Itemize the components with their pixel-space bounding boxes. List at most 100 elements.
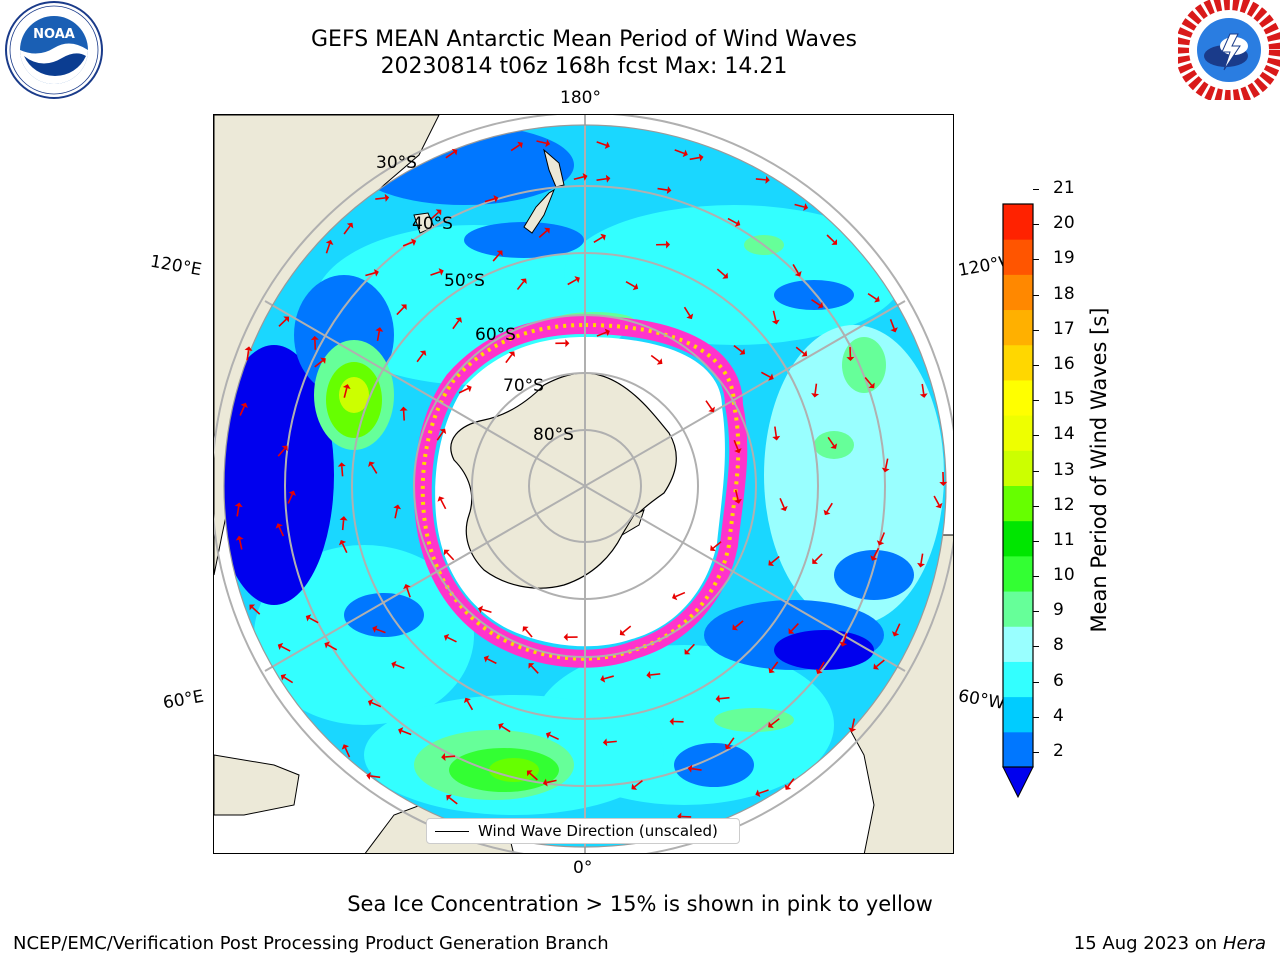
wind-wave-arrow-head [455, 317, 462, 323]
wind-wave-arrow-head [788, 628, 795, 634]
wind-wave-arrow-head [876, 540, 885, 546]
colorbar-tick-label: 10 [1053, 565, 1075, 586]
wind-wave-arrow-head [234, 502, 243, 508]
wind-wave-arrow-head [544, 227, 550, 234]
wind-wave-arrow-head [817, 301, 824, 309]
wind-wave-arrow-shaft [375, 197, 386, 200]
wind-wave-arrow-head [669, 717, 674, 726]
wind-wave-arrow-shaft [341, 543, 348, 554]
wind-wave-arrow-shaft [674, 149, 685, 155]
wind-wave-arrow-shaft [851, 718, 856, 729]
wind-wave-arrow-shaft [686, 643, 695, 653]
wind-wave-arrow-head [466, 384, 472, 393]
wind-wave-arrow-shaft [770, 555, 780, 564]
wind-wave-arrow-shaft [884, 458, 889, 469]
wind-wave-arrow-shaft [251, 606, 261, 615]
colorbar-band [1003, 626, 1033, 662]
wind-wave-arrow-shaft [933, 495, 940, 506]
wind-wave-arrow-head [632, 283, 639, 291]
wind-wave-arrow-shaft [691, 767, 702, 771]
footer-date-text: 15 Aug 2023 on [1073, 933, 1218, 954]
wind-wave-arrow-head [815, 668, 823, 675]
wind-wave-arrow-shaft [448, 797, 458, 805]
wind-wave-arrow-head [768, 667, 775, 674]
wind-wave-arrow-head [604, 328, 610, 337]
wind-wave-arrow-head [373, 268, 379, 277]
wind-wave-arrow-shaft [529, 772, 538, 781]
wind-wave-arrow-shaft [826, 502, 833, 513]
colorbar-tick-label: 19 [1053, 248, 1075, 269]
wind-wave-arrow-shaft [394, 508, 398, 519]
map-frame [213, 114, 954, 854]
wind-wave-arrow-shaft [770, 718, 780, 726]
wind-wave-arrow-head [646, 670, 651, 679]
wind-wave-arrow-shaft [308, 617, 319, 624]
wind-wave-arrow-shaft [733, 344, 743, 353]
colorbar-tick-mark [1033, 611, 1039, 613]
wind-wave-arrow-shaft [876, 659, 885, 668]
wind-wave-arrow-head [372, 625, 378, 633]
wind-wave-arrow-head [288, 490, 296, 496]
wind-wave-arrow-shaft [814, 553, 823, 562]
wind-wave-arrow-head [722, 272, 728, 279]
wind-wave-arrows [234, 139, 948, 841]
colorbar-tick-label: 21 [1053, 178, 1075, 198]
wind-wave-arrow-head [410, 238, 417, 246]
wind-wave-arrow-head [280, 673, 287, 681]
wind-wave-arrow-head [794, 271, 802, 277]
wind-wave-arrow-shaft [634, 779, 643, 788]
wind-wave-arrow-shaft [622, 625, 632, 634]
wind-wave-arrow-head [890, 327, 898, 333]
legend-line-swatch [435, 830, 469, 832]
wind-wave-arrow-head [438, 268, 444, 276]
wind-wave-arrow-head [443, 633, 450, 642]
chart-subtitle: 20230814 t06z 168h fcst Max: 14.21 [380, 54, 788, 79]
wind-wave-arrow-head [600, 674, 606, 683]
wind-wave-arrow-shaft [712, 541, 722, 549]
wind-wave-arrow-head [391, 660, 397, 669]
wind-wave-arrow-shaft [734, 620, 744, 628]
wind-wave-arrow-head [682, 149, 688, 158]
wind-wave-arrow-head [337, 462, 346, 467]
wind-wave-arrow-head [435, 209, 442, 216]
wind-wave-arrow-head [240, 402, 248, 409]
wind-wave-arrow-head [891, 631, 900, 637]
lon-label-180: 180° [560, 88, 601, 108]
wind-wave-arrow-shaft [510, 144, 520, 152]
wind-wave-arrow-shaft [920, 553, 924, 564]
colorbar-label: Mean Period of Wind Waves [s] [1087, 307, 1111, 633]
wind-wave-arrow-head [235, 535, 244, 541]
wind-wave-arrow-head [437, 496, 445, 502]
wind-wave-arrow-head [244, 346, 253, 351]
wind-wave-arrow-shaft [758, 789, 769, 795]
wind-wave-arrow-shaft [501, 725, 511, 733]
lon-label-60e: 60°E [161, 686, 206, 714]
wind-wave-arrow-head [604, 141, 610, 150]
wind-wave-arrow-shaft [894, 623, 901, 634]
colorbar-tick-mark [1033, 470, 1039, 472]
new-zealand-north [543, 148, 565, 188]
wind-wave-arrow-shaft [811, 299, 821, 306]
wind-wave-arrow-head [600, 233, 606, 241]
wind-wave-arrow-shaft [683, 306, 691, 317]
wind-wave-arrow-head [801, 350, 808, 357]
wind-wave-arrow-head [666, 240, 671, 249]
wind-wave-arrow-head [367, 699, 374, 707]
colorbar [1002, 203, 1034, 799]
wind-wave-arrow-shaft [774, 426, 778, 437]
wind-wave-arrow-shaft [283, 676, 294, 684]
wind-wave-arrow-head [478, 605, 484, 614]
noaa-logo: NOAA [5, 1, 103, 99]
wind-wave-arrow-shaft [755, 178, 766, 181]
wind-wave-arrow-shaft [716, 268, 726, 277]
wind-wave-arrow-shaft [484, 198, 495, 203]
colorbar-tick-label: 20 [1053, 213, 1075, 234]
wind-wave-arrow-shaft [447, 636, 457, 643]
wind-wave-arrow-head [734, 498, 742, 504]
lat-label-70s: 70°S [503, 376, 544, 396]
wind-wave-arrow-shaft [370, 775, 381, 779]
footer-date: 15 Aug 2023 on Hera [1074, 933, 1266, 954]
colorbar-tick-mark [1033, 435, 1039, 437]
wind-wave-arrow-head [686, 313, 694, 320]
wind-wave-arrow-shaft [864, 377, 873, 386]
